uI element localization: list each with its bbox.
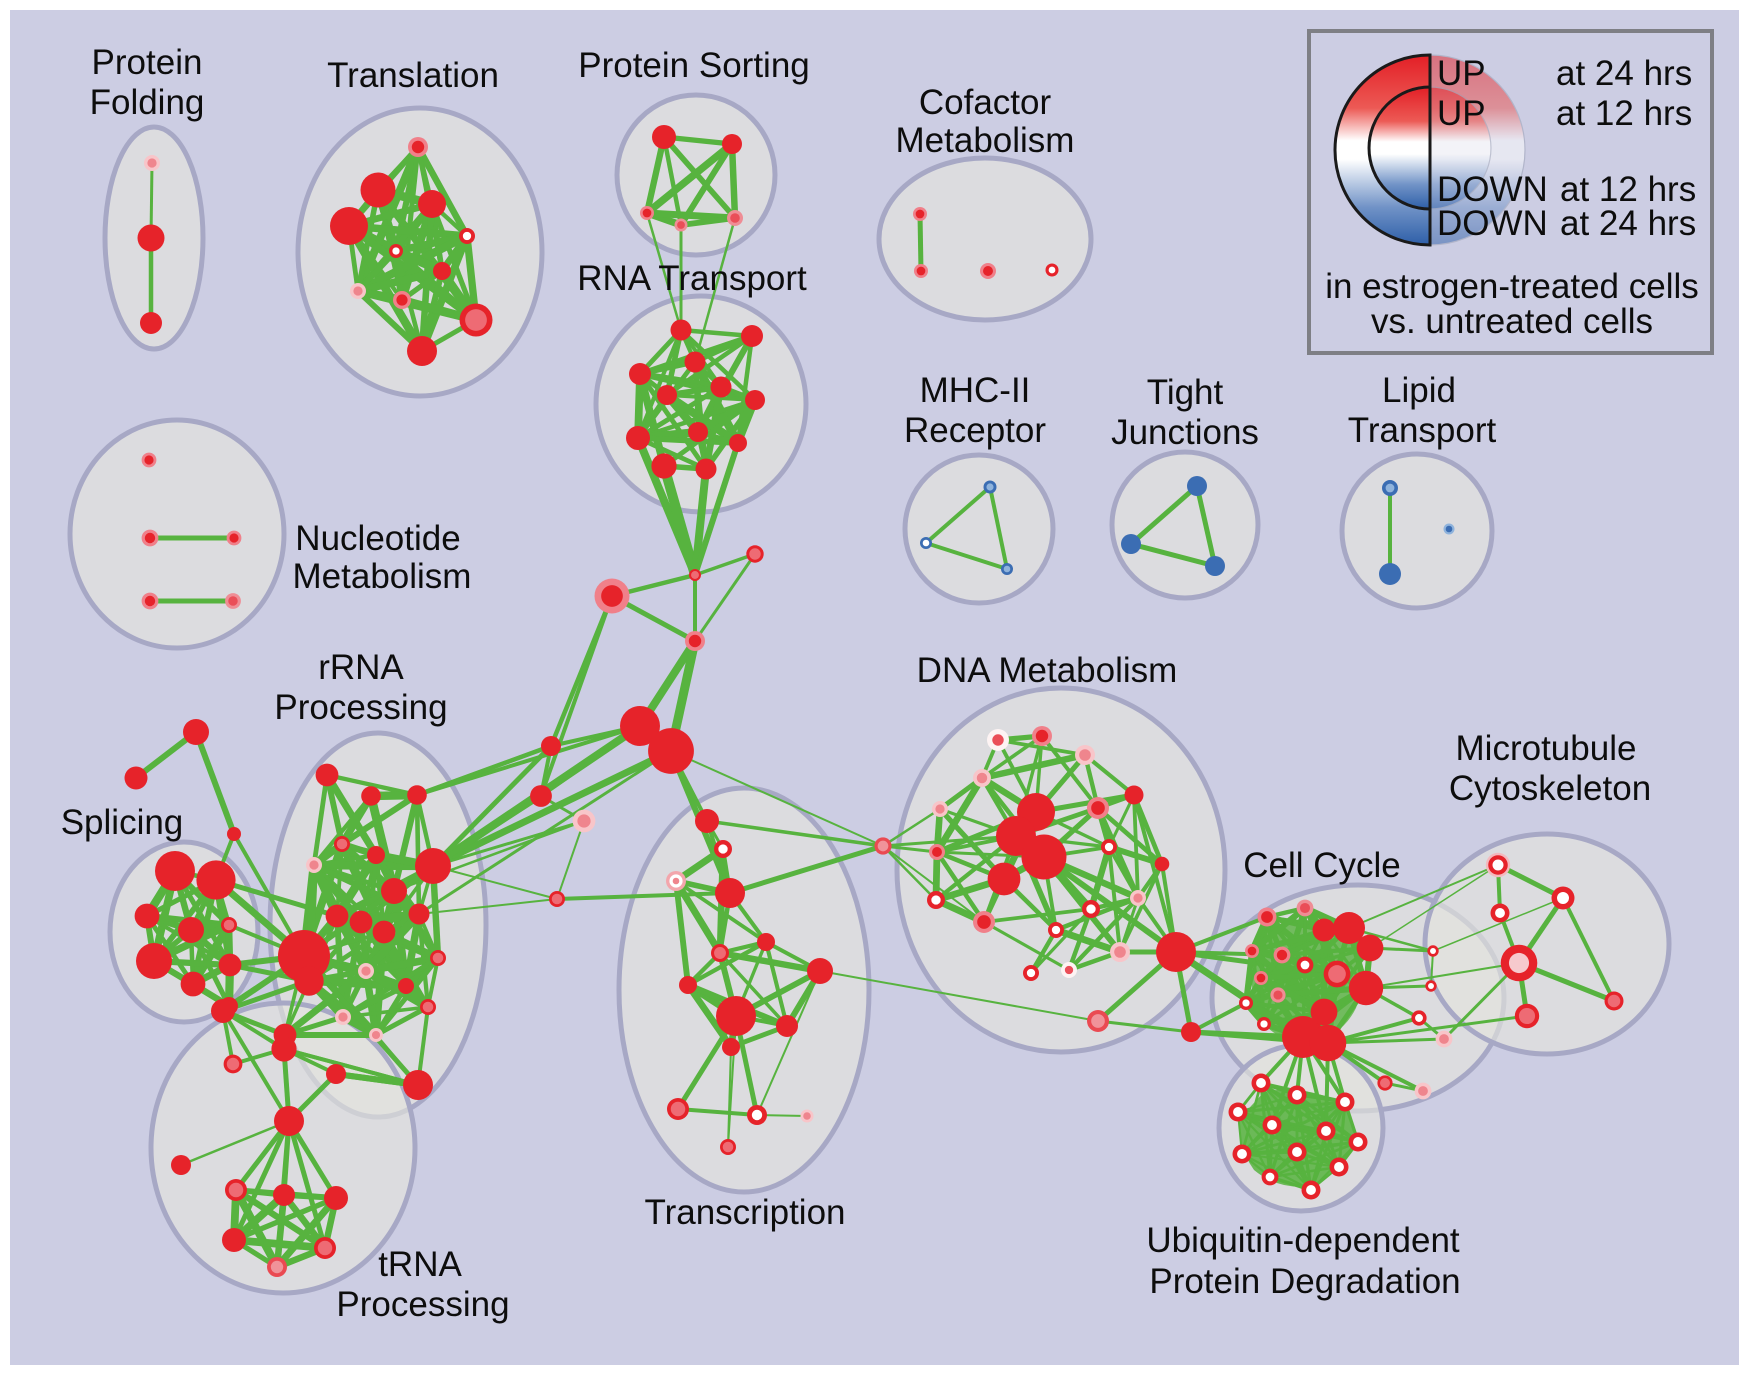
svg-text:Processing: Processing (336, 1285, 509, 1324)
svg-text:Processing: Processing (274, 688, 447, 727)
svg-text:MHC-II: MHC-II (920, 371, 1031, 410)
svg-text:in estrogen-treated cells: in estrogen-treated cells (1325, 267, 1699, 306)
svg-text:at 12 hrs: at 12 hrs (1560, 170, 1696, 209)
svg-text:Translation: Translation (327, 56, 499, 95)
svg-text:UP: UP (1437, 54, 1486, 93)
svg-text:Transcription: Transcription (645, 1193, 846, 1232)
svg-text:DNA Metabolism: DNA Metabolism (917, 651, 1178, 690)
svg-text:Transport: Transport (1348, 411, 1497, 450)
svg-text:Protein: Protein (92, 43, 203, 82)
svg-text:at 12 hrs: at 12 hrs (1556, 94, 1692, 133)
svg-text:at 24 hrs: at 24 hrs (1556, 54, 1692, 93)
svg-text:Ubiquitin-dependent: Ubiquitin-dependent (1146, 1221, 1460, 1260)
svg-text:DOWN: DOWN (1437, 204, 1548, 243)
svg-text:RNA Transport: RNA Transport (577, 259, 807, 298)
svg-text:DOWN: DOWN (1437, 170, 1548, 209)
svg-text:Protein Degradation: Protein Degradation (1149, 1262, 1460, 1301)
svg-text:Cytoskeleton: Cytoskeleton (1449, 769, 1651, 808)
svg-text:Protein Sorting: Protein Sorting (578, 46, 810, 85)
svg-text:vs. untreated cells: vs. untreated cells (1371, 302, 1653, 341)
svg-text:tRNA: tRNA (378, 1245, 462, 1284)
svg-text:Metabolism: Metabolism (896, 121, 1075, 160)
svg-text:rRNA: rRNA (318, 648, 404, 687)
svg-text:Microtubule: Microtubule (1456, 729, 1637, 768)
svg-text:Junctions: Junctions (1111, 413, 1259, 452)
svg-text:Cofactor: Cofactor (919, 83, 1052, 122)
svg-text:Tight: Tight (1147, 373, 1224, 412)
svg-text:Folding: Folding (90, 83, 205, 122)
svg-text:Splicing: Splicing (61, 803, 184, 842)
svg-text:Metabolism: Metabolism (293, 557, 472, 596)
svg-text:Lipid: Lipid (1382, 371, 1456, 410)
svg-text:Cell Cycle: Cell Cycle (1243, 846, 1401, 885)
svg-text:UP: UP (1437, 94, 1486, 133)
svg-text:Nucleotide: Nucleotide (295, 519, 460, 558)
svg-text:Receptor: Receptor (904, 411, 1046, 450)
svg-text:at 24 hrs: at 24 hrs (1560, 204, 1696, 243)
